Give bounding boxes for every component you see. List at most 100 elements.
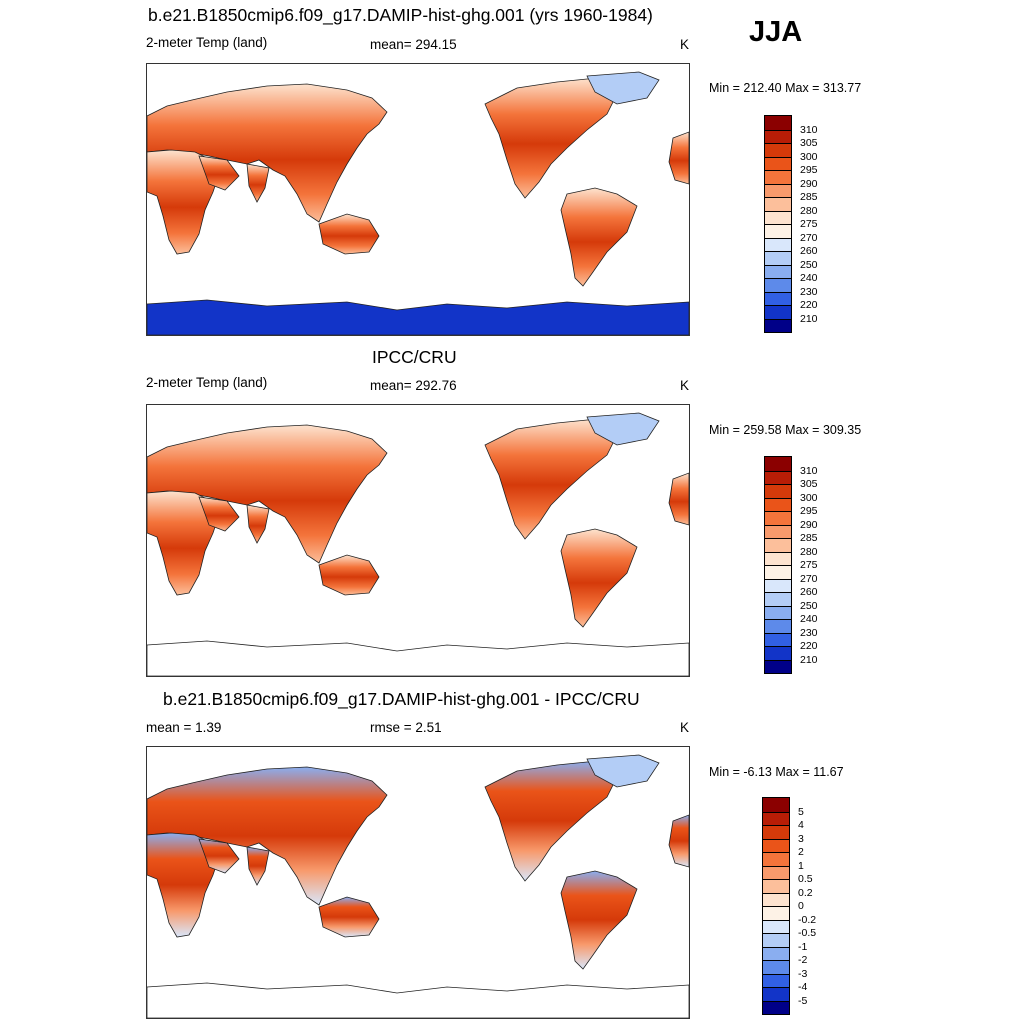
colorbar-label: -0.2	[798, 913, 817, 926]
arabia-landmass	[198, 155, 240, 191]
west-africa-edge-landmass	[668, 472, 689, 526]
colorbar-swatch	[763, 919, 789, 933]
panel-1-mean: mean= 294.15	[370, 37, 457, 52]
colorbar-swatch	[765, 251, 791, 265]
colorbar-label: 285	[800, 532, 818, 544]
panel-1-map	[146, 63, 690, 336]
colorbar-swatch	[765, 305, 791, 319]
colorbar-swatch	[763, 1000, 789, 1014]
colorbar-label: 250	[800, 599, 818, 612]
colorbar-swatch	[763, 906, 789, 920]
panel-2-minmax: Min = 259.58 Max = 309.35	[709, 423, 862, 437]
colorbar-swatch	[765, 156, 791, 170]
colorbar-swatch	[765, 237, 791, 251]
africa-landmass	[147, 832, 220, 938]
colorbar-label: 290	[800, 518, 818, 531]
africa-landmass	[147, 149, 220, 255]
colorbar-label: 300	[800, 491, 818, 504]
greenland-landmass	[586, 754, 660, 788]
colorbar-label: 290	[800, 177, 818, 190]
colorbar-swatch	[765, 170, 791, 184]
colorbar-swatch	[765, 116, 791, 130]
panel-1-colorbar: 310 305 300 295 290 285 280 275 270 260 250 240 230 2…	[764, 115, 818, 333]
colorbar-swatch	[765, 210, 791, 224]
panel-1-title: b.e21.B1850cmip6.f09_g17.DAMIP-hist-ghg.…	[148, 5, 653, 25]
colorbar-label: 1	[798, 859, 804, 872]
colorbar-swatch	[765, 551, 791, 565]
colorbar-swatch	[763, 811, 789, 825]
south-america-landmass	[560, 870, 638, 970]
colorbar-swatch	[763, 865, 789, 879]
panel-2-variable: 2-meter Temp (land)	[146, 375, 268, 390]
colorbar-swatch	[765, 605, 791, 619]
arabia-landmass	[198, 496, 240, 532]
north-america-landmass	[484, 418, 618, 540]
colorbar-swatch	[763, 838, 789, 852]
colorbar-swatch	[763, 960, 789, 974]
panel-2-colorbar: 310 305 300 295 290 285 280 275 270 260 250 240 230 2…	[764, 456, 818, 674]
colorbar-swatch	[765, 659, 791, 673]
colorbar-swatch	[765, 291, 791, 305]
panel-1-variable: 2-meter Temp (land)	[146, 35, 268, 50]
arabia-landmass	[198, 838, 240, 874]
colorbar-label: 280	[800, 204, 818, 217]
colorbar-swatch	[765, 565, 791, 579]
colorbar-label: 310	[800, 123, 818, 136]
colorbar-swatch	[763, 892, 789, 906]
colorbar-swatch	[763, 798, 789, 812]
colorbar-swatch	[765, 318, 791, 332]
greenland-landmass	[586, 412, 660, 446]
colorbar-swatch	[765, 457, 791, 471]
season-label: JJA	[749, 16, 803, 48]
colorbar-swatch	[763, 825, 789, 839]
panel-2-mean: mean= 292.76	[370, 378, 457, 393]
eurasia-landmass	[147, 83, 388, 223]
panel-1-units: K	[680, 37, 690, 52]
australia-landmass	[318, 896, 380, 938]
colorbar-label: 305	[800, 137, 818, 149]
antarctica-landmass	[147, 982, 689, 1018]
colorbar-label: 260	[800, 586, 818, 598]
colorbar-label: 210	[800, 653, 818, 666]
colorbar-label: 240	[800, 272, 818, 284]
colorbar-swatch	[765, 183, 791, 197]
colorbar-label: 3	[798, 832, 804, 845]
colorbar-swatch	[765, 470, 791, 484]
colorbar-label: 240	[800, 613, 818, 625]
colorbar-label: -2	[798, 954, 808, 966]
colorbar-label: 4	[798, 819, 804, 831]
colorbar-swatch	[763, 973, 789, 987]
colorbar-swatch	[765, 511, 791, 525]
colorbar-label: -4	[798, 981, 808, 993]
panel-3-title: b.e21.B1850cmip6.f09_g17.DAMIP-hist-ghg.…	[163, 689, 640, 709]
north-america-landmass	[484, 760, 618, 882]
india-landmass	[246, 846, 270, 886]
north-america-landmass	[484, 77, 618, 199]
eurasia-landmass	[147, 424, 388, 564]
colorbar-swatch	[765, 578, 791, 592]
colorbar-swatch	[763, 987, 789, 1001]
colorbar-label: 0	[798, 900, 804, 912]
colorbar-label: 310	[800, 464, 818, 477]
colorbar-label: 2	[798, 846, 804, 858]
colorbar-swatch	[765, 538, 791, 552]
colorbar-label: 275	[800, 218, 818, 230]
colorbar-swatch	[765, 197, 791, 211]
west-africa-edge-landmass	[668, 814, 689, 868]
map-canvas	[147, 412, 689, 676]
colorbar-label: 230	[800, 285, 818, 298]
eurasia-landmass	[147, 766, 388, 906]
colorbar-swatch	[765, 143, 791, 157]
colorbar-label: 230	[800, 626, 818, 639]
colorbar-label: 270	[800, 572, 818, 585]
colorbar-label: -3	[798, 967, 808, 980]
colorbar-label: 300	[800, 150, 818, 163]
colorbar-swatch	[765, 592, 791, 606]
australia-landmass	[318, 213, 380, 255]
colorbar-label: 275	[800, 559, 818, 571]
colorbar-label: 270	[800, 231, 818, 244]
colorbar-label: 250	[800, 258, 818, 271]
colorbar-swatch	[763, 933, 789, 947]
colorbar-swatch	[765, 524, 791, 538]
colorbar-swatch	[765, 646, 791, 660]
